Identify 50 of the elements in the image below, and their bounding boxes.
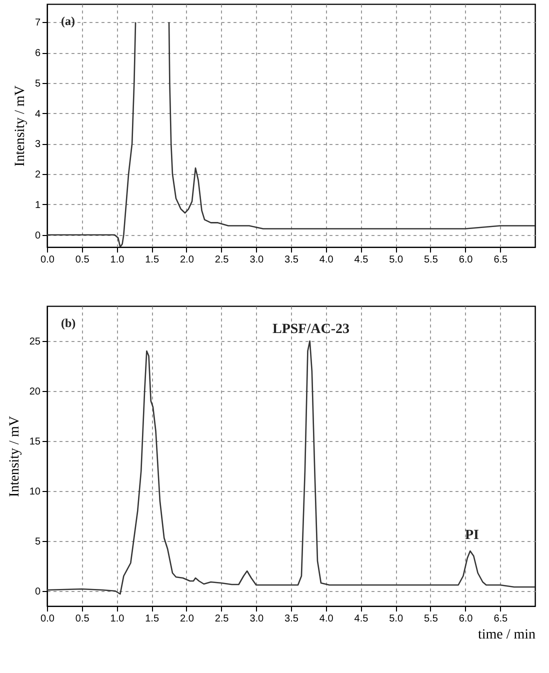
y-tick-label: 1 (34, 200, 41, 211)
annotation: LPSF/AC-23 (272, 322, 350, 337)
x-tick-label: 4.5 (354, 254, 369, 266)
x-tick-label: 0.0 (40, 254, 55, 266)
x-tick-label: 6.5 (494, 254, 508, 266)
x-tick-label: 2.0 (180, 614, 194, 624)
x-tick-label: 2.5 (214, 614, 230, 624)
y-tick-label: 5 (34, 536, 41, 548)
y-tick-label: 5 (34, 78, 41, 90)
x-tick-label: 1.5 (145, 254, 160, 266)
y-tick-label: 2 (34, 170, 41, 181)
x-tick-label: 3.5 (284, 254, 299, 266)
y-axis-title: Intensity / mV (12, 86, 28, 166)
annotation: (b) (61, 316, 76, 330)
x-tick-label: 3.0 (250, 254, 264, 266)
x-axis-title: time / min (478, 628, 536, 642)
y-tick-label: 7 (34, 18, 41, 29)
x-tick-label: 3.0 (250, 614, 264, 624)
x-tick-label: 5.5 (424, 614, 438, 624)
x-tick-label: 1.0 (110, 254, 125, 266)
y-tick-label: 20 (29, 386, 41, 398)
annotation: PI (465, 528, 479, 543)
x-tick-label: 2.5 (214, 254, 230, 266)
y-tick-label: 4 (34, 108, 41, 120)
y-tick-label: 15 (29, 436, 41, 448)
x-tick-label: 6.0 (458, 254, 474, 266)
y-tick-label: 10 (29, 486, 41, 498)
x-tick-label: 0.5 (75, 614, 90, 624)
x-tick-label: 4.0 (319, 254, 334, 266)
x-tick-label: 6.0 (458, 614, 474, 624)
x-tick-label: 5.0 (389, 254, 404, 266)
x-tick-label: 0.0 (40, 614, 55, 624)
x-tick-label: 0.5 (75, 254, 90, 266)
y-tick-label: 3 (34, 139, 41, 150)
x-tick-label: 6.5 (494, 614, 508, 624)
y-tick-label: 25 (29, 336, 41, 348)
x-tick-label: 5.5 (424, 254, 438, 266)
y-axis-title: Intensity / mV (7, 416, 22, 497)
x-tick-label: 2.0 (180, 254, 194, 266)
x-tick-label: 4.5 (354, 614, 369, 624)
x-tick-label: 3.5 (284, 614, 299, 624)
x-tick-label: 1.5 (145, 614, 160, 624)
annotation: (a) (61, 14, 75, 28)
x-tick-label: 5.0 (389, 614, 404, 624)
y-tick-label: 0 (34, 230, 41, 242)
y-tick-label: 6 (34, 48, 41, 60)
y-tick-label: 0 (34, 586, 41, 598)
x-tick-label: 4.0 (319, 614, 334, 624)
line-series (47, 340, 535, 595)
x-tick-label: 1.0 (110, 614, 125, 624)
